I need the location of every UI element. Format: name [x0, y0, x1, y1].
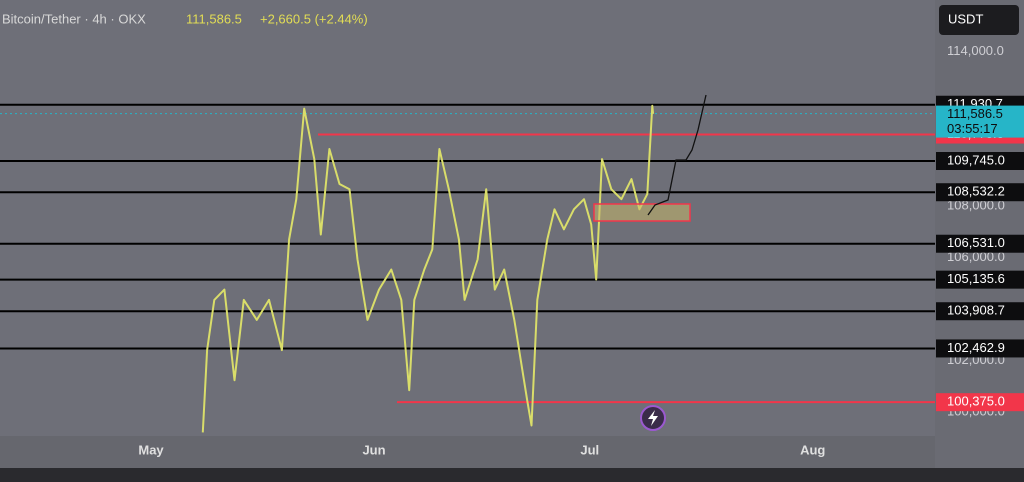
- x-tick-label: Aug: [800, 442, 825, 457]
- bottom-bar: [0, 468, 1024, 482]
- countdown: 03:55:17: [947, 121, 998, 136]
- level-label: 108,532.2: [947, 184, 1005, 199]
- level-tag: [936, 234, 1024, 253]
- level-label: 102,462.9: [947, 340, 1005, 355]
- plot: [0, 103, 935, 433]
- level-label: 106,531.0: [947, 235, 1005, 250]
- level-tag: [936, 393, 1024, 412]
- level-label: 100,375.0: [947, 394, 1005, 409]
- level-tag: [936, 270, 1024, 289]
- time-axis: [0, 436, 935, 468]
- symbol: Bitcoin/Tether · 4h · OKX: [2, 11, 146, 26]
- level-tag: [936, 183, 1024, 202]
- level-tag: [936, 152, 1024, 171]
- x-tick-label: May: [138, 442, 164, 457]
- currency: USDT: [948, 11, 983, 26]
- event-icon-bolt: [648, 410, 658, 426]
- level-label: 105,135.6: [947, 271, 1005, 286]
- x-tick-label: Jul: [580, 442, 599, 457]
- level-label: 103,908.7: [947, 303, 1005, 318]
- level-tag: [936, 302, 1024, 321]
- last-price-label: 111,586.5: [947, 106, 1003, 121]
- zone-box: [593, 203, 691, 222]
- y-tick-label: 114,000.0: [947, 43, 1004, 58]
- price-line: [201, 104, 655, 433]
- projection-drawing: [647, 94, 707, 216]
- currency-button[interactable]: [939, 5, 1019, 35]
- level-tag: [936, 339, 1024, 358]
- x-tick-label: Jun: [362, 442, 385, 457]
- header-change: +2,660.5 (+2.44%): [260, 11, 368, 26]
- header-price: 111,586.5: [186, 11, 242, 26]
- level-label: 109,745.0: [947, 152, 1005, 167]
- last-price-tag: [936, 105, 1024, 138]
